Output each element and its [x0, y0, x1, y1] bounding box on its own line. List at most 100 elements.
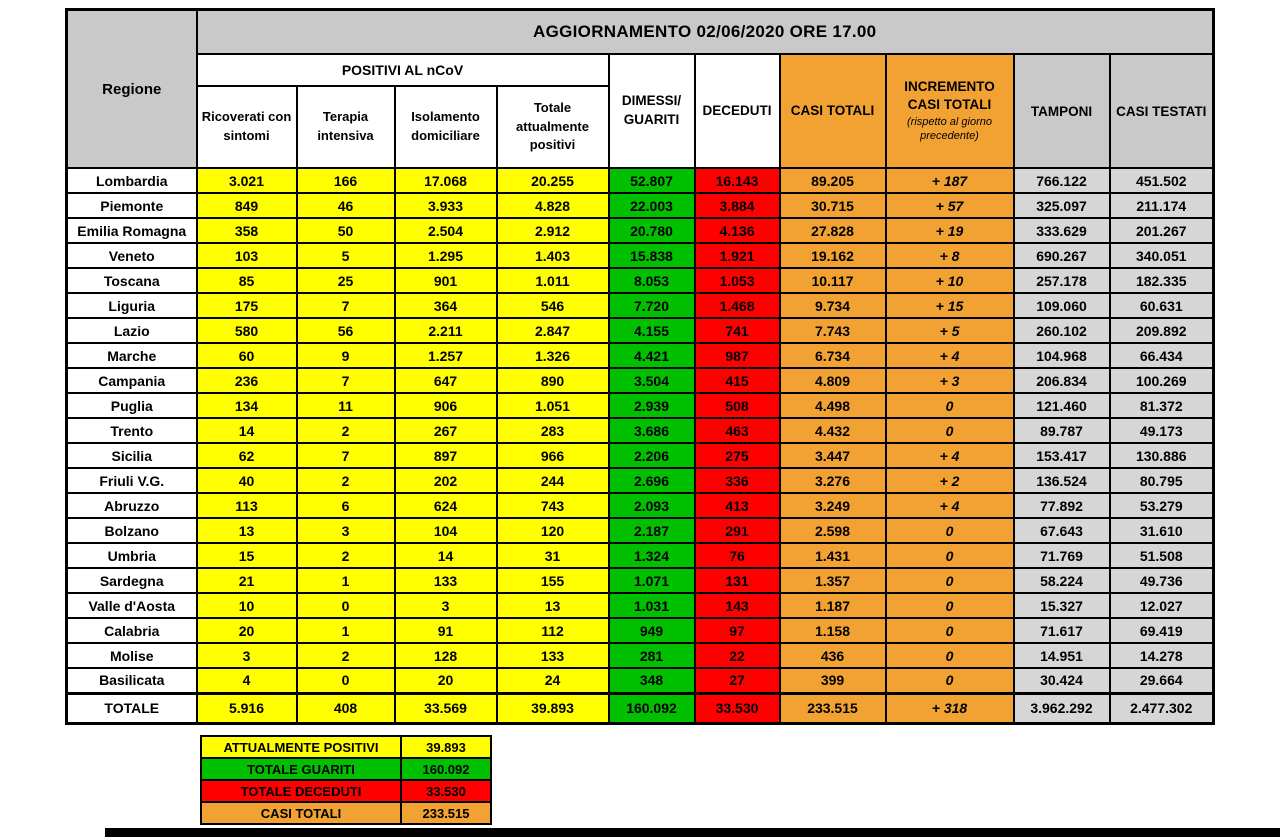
- cell-ricoverati: 113: [195, 492, 298, 519]
- cell-totale-positivi: 1.403: [495, 242, 610, 269]
- cell-deceduti: 291: [693, 517, 781, 544]
- cell-casi-totali: 2.598: [778, 517, 887, 544]
- region-name: Lombardia: [65, 167, 198, 194]
- cell-ricoverati: 3.021: [195, 167, 298, 194]
- cell-incremento: + 3: [884, 367, 1015, 394]
- cell-tamponi: 333.629: [1012, 217, 1111, 244]
- cell-isolamento: 897: [393, 442, 498, 469]
- cell-incremento: 0: [884, 592, 1015, 619]
- cell-casi-totali: 399: [778, 667, 887, 694]
- cell-ricoverati: 15: [195, 542, 298, 569]
- cell-tamponi: 206.834: [1012, 367, 1111, 394]
- cell-isolamento: 901: [393, 267, 498, 294]
- cell-incremento: + 4: [884, 342, 1015, 369]
- region-name: Marche: [65, 342, 198, 369]
- cell-dimessi-guariti: 2.939: [607, 392, 696, 419]
- table-title: AGGIORNAMENTO 02/06/2020 ORE 17.00: [195, 8, 1215, 55]
- cell-deceduti: 4.136: [693, 217, 781, 244]
- cell-isolamento: 624: [393, 492, 498, 519]
- cell-dimessi-guariti: 2.206: [607, 442, 696, 469]
- cell-terapia-intensiva: 7: [295, 442, 396, 469]
- cell-deceduti: 131: [693, 567, 781, 594]
- cell-deceduti: 97: [693, 617, 781, 644]
- cell-totale-positivi: 120: [495, 517, 610, 544]
- cell-ricoverati: 60: [195, 342, 298, 369]
- cell-tamponi: 325.097: [1012, 192, 1111, 219]
- cell-isolamento: 17.068: [393, 167, 498, 194]
- cell-deceduti: 1.921: [693, 242, 781, 269]
- cell-totale-positivi: 283: [495, 417, 610, 444]
- cell-totale-positivi: 966: [495, 442, 610, 469]
- cell-dimessi-guariti: 3.686: [607, 417, 696, 444]
- cell-casi-totali: 27.828: [778, 217, 887, 244]
- cell-tamponi: 89.787: [1012, 417, 1111, 444]
- cell-terapia-intensiva: 7: [295, 292, 396, 319]
- cell-incremento: 0: [884, 667, 1015, 694]
- legend-label: TOTALE DECEDUTI: [200, 779, 402, 803]
- cell-tamponi: 690.267: [1012, 242, 1111, 269]
- cell-casi-totali: 436: [778, 642, 887, 669]
- cell-dimessi-guariti: 52.807: [607, 167, 696, 194]
- cell-deceduti: 1.053: [693, 267, 781, 294]
- cell-dimessi-guariti: 15.838: [607, 242, 696, 269]
- cell-deceduti: 76: [693, 542, 781, 569]
- cell-casi-testati: 51.508: [1108, 542, 1215, 569]
- cell-tamponi: 58.224: [1012, 567, 1111, 594]
- cell-casi-testati: 12.027: [1108, 592, 1215, 619]
- cell-deceduti: 508: [693, 392, 781, 419]
- table-row: Emilia Romagna 358 50 2.504 2.912 20.780 4.136…: [65, 217, 1215, 244]
- cell-incremento: + 57: [884, 192, 1015, 219]
- region-name: Piemonte: [65, 192, 198, 219]
- cell-casi-testati: 14.278: [1108, 642, 1215, 669]
- cell-casi-testati: 100.269: [1108, 367, 1215, 394]
- header-row-groups: POSITIVI AL nCoV DIMESSI/ GUARITI DECEDU…: [67, 53, 1215, 169]
- cell-totale-positivi: 20.255: [495, 167, 610, 194]
- cell-incremento: 0: [884, 542, 1015, 569]
- cell-tamponi: 3.962.292: [1012, 691, 1111, 724]
- cell-isolamento: 906: [393, 392, 498, 419]
- cell-deceduti: 33.530: [693, 691, 781, 724]
- cell-tamponi: 136.524: [1012, 467, 1111, 494]
- cell-ricoverati: 358: [195, 217, 298, 244]
- cell-incremento: + 8: [884, 242, 1015, 269]
- cell-terapia-intensiva: 7: [295, 367, 396, 394]
- column-header-casi-totali: CASI TOTALI: [778, 53, 887, 169]
- cell-incremento: + 10: [884, 267, 1015, 294]
- legend-row: ATTUALMENTE POSITIVI 39.893: [200, 735, 492, 759]
- cell-incremento: + 2: [884, 467, 1015, 494]
- cell-isolamento: 14: [393, 542, 498, 569]
- column-header-deceduti: DECEDUTI: [693, 53, 781, 169]
- table-row: Veneto 103 5 1.295 1.403 15.838 1.921 19.162 + 8…: [65, 242, 1215, 269]
- cell-ricoverati: 10: [195, 592, 298, 619]
- legend-row: CASI TOTALI 233.515: [200, 801, 492, 825]
- cell-totale-positivi: 155: [495, 567, 610, 594]
- cell-totale-positivi: 1.051: [495, 392, 610, 419]
- cell-casi-totali: 4.498: [778, 392, 887, 419]
- cell-terapia-intensiva: 0: [295, 667, 396, 694]
- table-row: Campania 236 7 647 890 3.504 415 4.809 + 3 206.83…: [65, 367, 1215, 394]
- cell-incremento: + 187: [884, 167, 1015, 194]
- cell-dimessi-guariti: 1.071: [607, 567, 696, 594]
- cell-casi-testati: 81.372: [1108, 392, 1215, 419]
- cell-isolamento: 2.211: [393, 317, 498, 344]
- table-row: Friuli V.G. 40 2 202 244 2.696 336 3.276 + 2 136.…: [65, 467, 1215, 494]
- cell-terapia-intensiva: 46: [295, 192, 396, 219]
- legend-value: 39.893: [400, 735, 492, 759]
- table-row: Sicilia 62 7 897 966 2.206 275 3.447 + 4 153.417 1…: [65, 442, 1215, 469]
- cell-dimessi-guariti: 2.093: [607, 492, 696, 519]
- table-row: Basilicata 4 0 20 24 348 27 399 0 30.424 29.664: [65, 667, 1215, 694]
- cell-totale-positivi: 890: [495, 367, 610, 394]
- cell-dimessi-guariti: 160.092: [607, 691, 696, 724]
- column-header-totale-positivi: Totale attualmente positivi: [495, 85, 610, 169]
- column-header-incremento: INCREMENTO CASI TOTALI (rispetto al gior…: [884, 53, 1015, 169]
- region-name: Campania: [65, 367, 198, 394]
- region-name: Lazio: [65, 317, 198, 344]
- cell-incremento: + 19: [884, 217, 1015, 244]
- cell-totale-positivi: 13: [495, 592, 610, 619]
- cell-casi-testati: 53.279: [1108, 492, 1215, 519]
- cell-casi-testati: 66.434: [1108, 342, 1215, 369]
- table-row: Abruzzo 113 6 624 743 2.093 413 3.249 + 4 77.892 5…: [65, 492, 1215, 519]
- legend-value: 160.092: [400, 757, 492, 781]
- cell-ricoverati: 85: [195, 267, 298, 294]
- cell-tamponi: 71.769: [1012, 542, 1111, 569]
